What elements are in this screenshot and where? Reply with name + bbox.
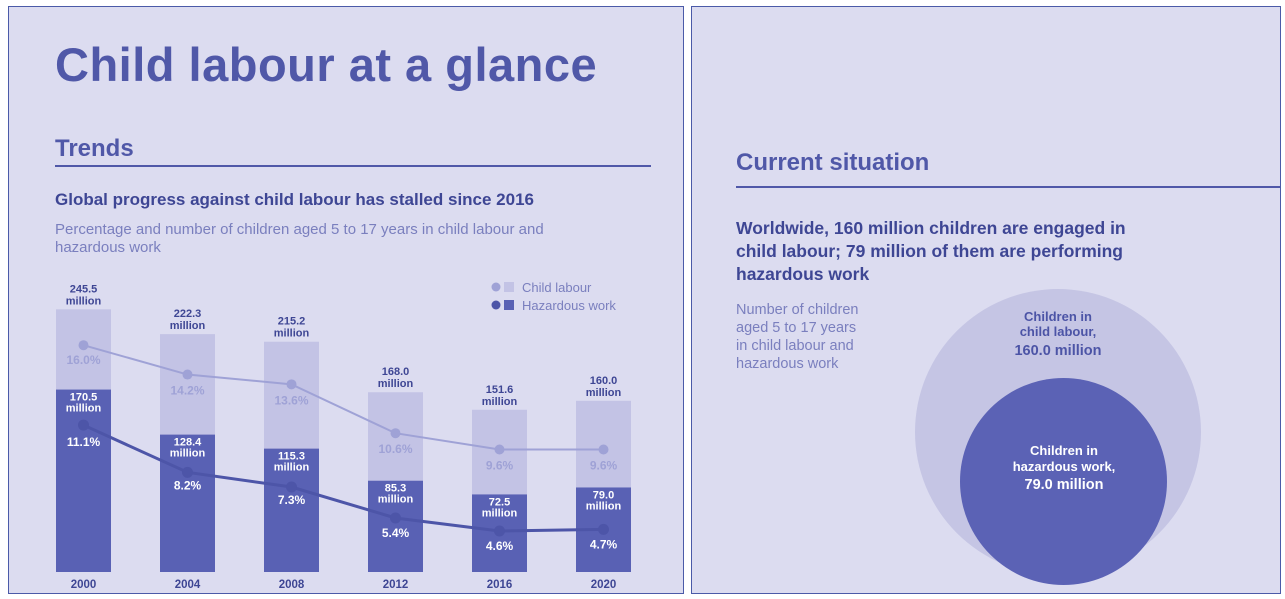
legend-hazardous-swatch — [504, 300, 514, 310]
x-tick-label: 2012 — [383, 579, 409, 591]
situation-caption-line: Number of children — [736, 302, 859, 318]
situation-caption: Number of children aged 5 to 17 years in… — [736, 301, 859, 373]
hazardous-work-percent-label: 8.2% — [174, 478, 202, 492]
child-labour-circle-label: Children in child labour, 160.0 million — [992, 309, 1124, 359]
situation-caption-line: hazardous work — [736, 356, 839, 372]
hazardous-work-circle-label: Children in hazardous work, 79.0 million — [988, 443, 1140, 493]
chart-subtitle: Percentage and number of children aged 5… — [55, 221, 544, 257]
hazardous-work-unit-label: million — [586, 500, 622, 512]
child-labour-value-label: 168.0 — [382, 366, 410, 378]
child-labour-percent-label: 10.6% — [378, 442, 412, 456]
child-labour-unit-label: million — [586, 387, 622, 399]
page-title: Child labour at a glance — [55, 38, 598, 91]
situation-caption-line: aged 5 to 17 years — [736, 320, 857, 336]
hazardous-work-bar — [368, 480, 423, 572]
situation-headline-line: hazardous work — [736, 264, 870, 284]
x-tick-label: 2004 — [175, 579, 201, 591]
hazardous-work-marker — [494, 525, 505, 537]
child-labour-marker — [598, 444, 609, 455]
current-divider — [736, 186, 1280, 188]
circle-label-line: Children in — [1024, 309, 1092, 324]
hazardous-work-line — [82, 423, 604, 533]
child-labour-unit-label: million — [274, 328, 310, 340]
hazardous-work-value-label: 85.3 — [385, 483, 406, 495]
child-labour-percent-label: 13.6% — [274, 393, 308, 407]
chart-subtitle-line: hazardous work — [55, 239, 161, 256]
hazardous-work-marker — [598, 523, 609, 535]
situation-headline-line: child labour; 79 million of them are per… — [736, 241, 1123, 261]
child-labour-percent-label: 9.6% — [590, 459, 618, 473]
child-labour-percent-label: 9.6% — [486, 459, 514, 473]
trends-divider — [55, 165, 651, 167]
child-labour-marker — [286, 379, 297, 390]
child-labour-marker — [390, 428, 401, 439]
child-labour-unit-label: million — [170, 320, 206, 332]
hazardous-work-unit-label: million — [482, 507, 518, 519]
child-labour-value-label: 245.5 — [70, 283, 98, 295]
x-tick-label: 2016 — [487, 579, 513, 591]
hazardous-work-marker — [286, 481, 297, 493]
x-tick-label: 2000 — [71, 579, 97, 591]
legend-child-labour-dot — [491, 282, 501, 292]
hazardous-work-value-label: 170.5 — [70, 392, 98, 404]
hazardous-work-unit-label: million — [170, 448, 206, 460]
situation-caption-line: in child labour and — [736, 338, 854, 354]
hazardous-work-value-label: 115.3 — [278, 451, 305, 463]
trends-panel: Child labour at a glance Trends Global p… — [8, 6, 684, 594]
hazardous-work-circle — [960, 378, 1167, 585]
child-labour-value-label: 151.6 — [486, 384, 514, 396]
hazardous-work-percent-label: 4.6% — [486, 539, 514, 553]
circle-label-line: Children in — [1030, 443, 1098, 458]
hazardous-work-marker — [390, 512, 401, 524]
child-labour-unit-label: million — [482, 396, 518, 408]
trends-chart: 245.5million170.5million16.0%11.1%200022… — [56, 280, 631, 591]
legend-child-labour-swatch — [504, 282, 514, 292]
hazardous-work-percent-label: 11.1% — [67, 435, 101, 449]
hazardous-work-unit-label: million — [378, 494, 414, 506]
child-labour-unit-label: million — [378, 378, 414, 390]
hazardous-work-percent-label: 5.4% — [382, 526, 410, 540]
circle-label-value: 79.0 million — [1024, 477, 1104, 493]
child-labour-marker — [78, 340, 89, 351]
hazardous-work-value-label: 128.4 — [174, 437, 202, 449]
hazardous-work-value-label: 79.0 — [593, 489, 614, 501]
child-labour-line — [83, 344, 604, 451]
trends-section-title: Trends — [55, 135, 134, 162]
hazardous-work-unit-label: million — [274, 462, 310, 474]
x-tick-label: 2008 — [279, 579, 305, 591]
child-labour-marker — [494, 444, 505, 455]
child-labour-marker — [182, 369, 193, 380]
current-section-title: Current situation — [736, 149, 930, 176]
situation-headline: Worldwide, 160 million children are enga… — [736, 217, 1126, 286]
child-labour-value-label: 222.3 — [174, 308, 202, 320]
hazardous-work-value-label: 72.5 — [489, 496, 510, 508]
chart-headline: Global progress against child labour has… — [55, 190, 534, 209]
situation-headline-line: Worldwide, 160 million children are enga… — [736, 218, 1126, 238]
hazardous-work-bar — [160, 434, 215, 572]
hazardous-work-marker — [182, 466, 193, 478]
child-labour-percent-label: 16.0% — [66, 353, 100, 367]
hazardous-work-bar — [56, 389, 111, 572]
hazardous-work-bar — [264, 448, 319, 572]
circle-label-line: hazardous work, — [1012, 459, 1116, 474]
hazardous-work-percent-label: 7.3% — [278, 493, 306, 507]
child-labour-value-label: 215.2 — [278, 316, 306, 328]
x-tick-label: 2020 — [591, 579, 617, 591]
current-situation-panel: Current situation Worldwide, 160 million… — [691, 6, 1281, 594]
child-labour-value-label: 160.0 — [590, 375, 618, 387]
legend-hazardous-dot — [491, 300, 501, 310]
circle-label-value: 160.0 million — [1014, 343, 1102, 359]
hazardous-work-unit-label: million — [66, 403, 102, 415]
chart-subtitle-line: Percentage and number of children aged 5… — [55, 221, 544, 238]
legend-child-labour-label: Child labour — [522, 280, 592, 295]
child-labour-percent-label: 14.2% — [170, 384, 204, 398]
hazardous-work-percent-label: 4.7% — [590, 537, 618, 551]
hazardous-work-marker — [78, 419, 89, 431]
circle-label-line: child labour, — [1019, 324, 1097, 339]
legend-hazardous-label: Hazardous work — [522, 298, 616, 313]
child-labour-unit-label: million — [66, 295, 102, 307]
